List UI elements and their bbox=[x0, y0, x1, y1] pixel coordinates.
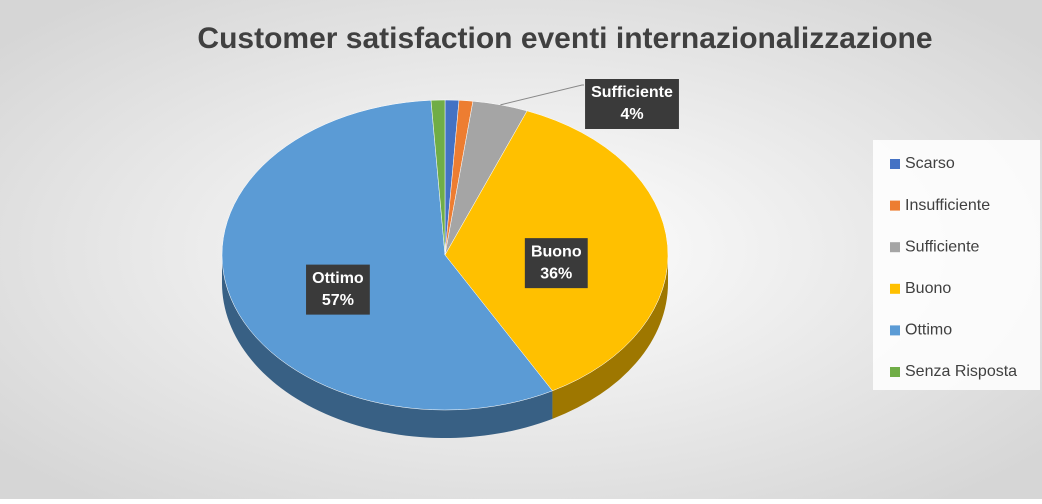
legend-label: Sufficiente bbox=[905, 238, 980, 255]
leader-line bbox=[500, 84, 584, 106]
slice bbox=[430, 99, 446, 256]
legend-label: Insufficiente bbox=[905, 197, 990, 214]
data-label-name: Sufficiente bbox=[591, 84, 673, 101]
data-label-name: Buono bbox=[531, 243, 582, 260]
legend-swatch bbox=[890, 367, 900, 377]
legend-label: Scarso bbox=[905, 155, 955, 172]
data-label-box bbox=[524, 238, 588, 289]
legend-label: Ottimo bbox=[905, 322, 952, 339]
data-label-name: Ottimo bbox=[312, 270, 364, 287]
data-label-box bbox=[306, 264, 370, 315]
data-label: 36% bbox=[540, 265, 572, 282]
legend-box bbox=[873, 140, 1040, 390]
slice bbox=[221, 100, 553, 411]
legend-swatch bbox=[890, 159, 900, 169]
chart-title: Customer satisfaction eventi internazion… bbox=[197, 22, 932, 55]
data-label-box bbox=[585, 79, 679, 129]
legend-label: Senza Risposta bbox=[905, 363, 1017, 380]
legend-swatch bbox=[890, 200, 900, 211]
legend-swatch bbox=[890, 242, 900, 253]
legend-label: Buono bbox=[905, 280, 951, 297]
slice-side bbox=[222, 255, 553, 439]
data-label: 57% bbox=[322, 292, 354, 309]
legend-swatch bbox=[890, 283, 900, 294]
legend-swatch bbox=[890, 325, 900, 336]
data-label: 4% bbox=[620, 106, 643, 123]
